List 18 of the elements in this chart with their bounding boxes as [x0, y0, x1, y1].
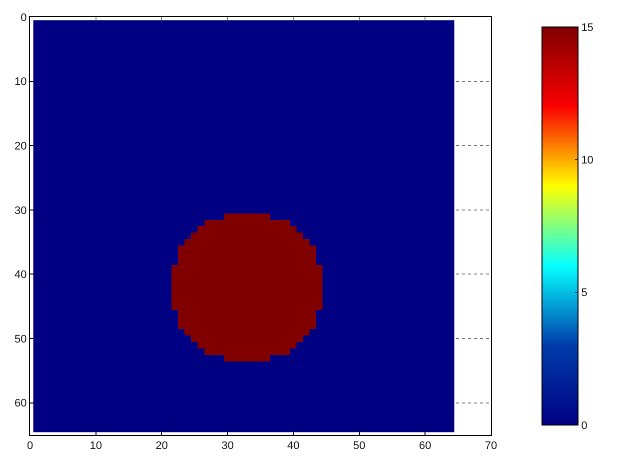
- y-tick-label: 10: [14, 76, 27, 88]
- x-tick-label: 10: [90, 440, 102, 452]
- y-tick-label: 30: [14, 204, 27, 217]
- x-tick-label: 50: [353, 440, 366, 452]
- y-tick-label: 0: [20, 12, 27, 24]
- color-bar-label: 10: [581, 154, 594, 167]
- color-bar-label: 5: [581, 287, 588, 300]
- color-bar-label: 15: [581, 22, 594, 34]
- y-tick-label: 40: [14, 269, 27, 282]
- x-tick-label: 30: [221, 440, 234, 452]
- x-tick-label: 40: [287, 440, 300, 452]
- x-tick-label: 60: [419, 440, 432, 452]
- y-tick-label: 20: [14, 140, 27, 152]
- color-bar-label: 0: [581, 420, 588, 432]
- x-tick-label: 20: [156, 440, 168, 452]
- y-tick-label: 60: [14, 398, 27, 410]
- y-tick-label: 50: [14, 333, 27, 346]
- x-tick-label: 70: [484, 440, 498, 452]
